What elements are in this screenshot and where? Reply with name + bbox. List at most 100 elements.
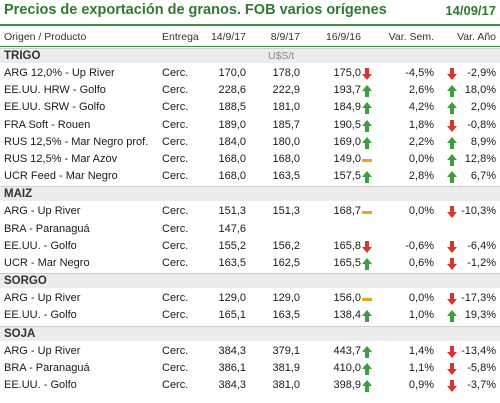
price-14-9-17: 386,1 — [218, 362, 246, 374]
arrow-head — [362, 137, 372, 143]
row-delivery: Cerc. — [162, 345, 189, 357]
yearly-change: -0,8% — [467, 119, 496, 131]
row-origin: BRA - Paranaguá — [4, 223, 90, 235]
price-14-9-17: 170,0 — [218, 67, 246, 79]
arrow-head — [362, 74, 372, 80]
weekly-change: 1,8% — [408, 119, 434, 131]
arrow-down-icon — [447, 241, 457, 253]
arrow-up-icon — [447, 154, 457, 166]
price-16-9-16: 157,5 — [333, 170, 361, 182]
arrow-down-icon — [447, 68, 457, 80]
arrow-head — [362, 85, 372, 91]
price-14-9-17: 168,0 — [218, 170, 246, 182]
weekly-change: 0,0% — [408, 153, 434, 165]
arrow-head — [447, 386, 457, 392]
arrow-down-icon — [447, 363, 457, 375]
arrow-stem — [450, 206, 454, 212]
table-row: RUS 12,5% - Mar Azov Cerc. 168,0 168,0 149,0… — [0, 151, 500, 168]
arrow-head — [447, 264, 457, 270]
price-14-9-17: 155,2 — [218, 240, 246, 252]
weekly-change: 1,1% — [408, 362, 434, 374]
table-row: EE.UU. - Golfo Cerc. 155,2 156,2 165,8 -0,6% -… — [0, 238, 500, 255]
price-8-9-17: 156,2 — [272, 240, 300, 252]
row-delivery: Cerc. — [162, 170, 189, 182]
arrow-head — [362, 102, 372, 108]
arrow-up-icon — [362, 346, 372, 358]
arrow-stem — [365, 143, 369, 149]
arrow-stem — [365, 386, 369, 392]
price-16-9-16: 165,5 — [333, 257, 361, 269]
row-origin: RUS 12,5% - Mar Negro prof. — [4, 136, 149, 148]
yearly-change: -2,9% — [467, 67, 496, 79]
yearly-change: -17,3% — [461, 292, 496, 304]
price-14-9-17: 228,6 — [218, 84, 246, 96]
row-delivery: Cerc. — [162, 257, 189, 269]
price-16-9-16: 165,8 — [333, 240, 361, 252]
header-divider — [0, 46, 500, 47]
row-origin: ARG - Up River — [4, 345, 81, 357]
arrow-up-icon — [362, 310, 372, 322]
price-16-9-16: 168,7 — [333, 205, 361, 217]
yearly-change: -10,3% — [461, 205, 496, 217]
yearly-change: 18,0% — [464, 84, 496, 96]
top-divider — [0, 24, 500, 26]
row-origin: EE.UU. HRW - Golfo — [4, 84, 106, 96]
weekly-change: 1,4% — [408, 345, 434, 357]
price-8-9-17: 168,0 — [272, 153, 300, 165]
arrow-up-icon — [362, 363, 372, 375]
row-delivery: Cerc. — [162, 362, 189, 374]
price-14-9-17: 147,6 — [218, 223, 246, 235]
price-14-9-17: 165,1 — [218, 309, 246, 321]
table-header: Origen / Producto Entrega 14/9/17 8/9/17… — [0, 28, 500, 46]
price-8-9-17: 185,7 — [272, 119, 300, 131]
arrow-head — [447, 85, 457, 91]
price-16-9-16: 193,7 — [333, 84, 361, 96]
table-row: ARG 12,0% - Up River Cerc. 170,0 178,0 175,0… — [0, 65, 500, 82]
arrow-down-icon — [447, 120, 457, 132]
arrow-stem — [365, 68, 369, 74]
price-16-9-16: 443,7 — [333, 345, 361, 357]
section-header: SORGO — [0, 273, 500, 289]
arrow-head — [362, 258, 372, 264]
arrow-head — [447, 369, 457, 375]
flat-trend-icon — [362, 293, 372, 305]
arrow-stem — [450, 293, 454, 299]
arrow-head — [447, 171, 457, 177]
arrow-stem — [365, 91, 369, 97]
arrow-up-icon — [447, 85, 457, 97]
arrow-head — [362, 120, 372, 126]
price-16-9-16: 149,0 — [333, 153, 361, 165]
table-row: UCR - Mar Negro Cerc. 163,5 162,5 165,5 0,6% -… — [0, 255, 500, 272]
page-title: Precios de exportación de granos. FOB va… — [4, 2, 387, 18]
table-row: BRA - Paranaguá Cerc. 147,6 — [0, 221, 500, 238]
row-delivery: Cerc. — [162, 84, 189, 96]
arrow-stem — [365, 126, 369, 132]
price-14-9-17: 189,0 — [218, 119, 246, 131]
arrow-up-icon — [362, 380, 372, 392]
table-row: UCR Feed - Mar Negro Cerc. 168,0 163,5 157,5… — [0, 168, 500, 185]
header-var-sem: Var. Sem. — [388, 31, 434, 43]
table-row: RUS 12,5% - Mar Negro prof. Cerc. 184,0 180… — [0, 134, 500, 151]
price-14-9-17: 384,3 — [218, 345, 246, 357]
row-delivery: Cerc. — [162, 379, 189, 391]
table-row: EE.UU. - Golfo Cerc. 165,1 163,5 138,4 1,0% 19… — [0, 307, 500, 324]
arrow-head — [447, 137, 457, 143]
arrow-stem — [365, 241, 369, 247]
row-delivery: Cerc. — [162, 309, 189, 321]
table-row: EE.UU. HRW - Golfo Cerc. 228,6 222,9 193,7 2,… — [0, 82, 500, 99]
price-8-9-17: 379,1 — [272, 345, 300, 357]
row-delivery: Cerc. — [162, 67, 189, 79]
arrow-head — [447, 212, 457, 218]
table-row: ARG - Up River Cerc. 384,3 379,1 443,7 1,4% -1… — [0, 343, 500, 360]
row-delivery: Cerc. — [162, 101, 189, 113]
arrow-head — [362, 247, 372, 253]
weekly-change: 4,2% — [408, 101, 434, 113]
flat-trend-icon — [362, 154, 372, 166]
arrow-up-icon — [362, 102, 372, 114]
header-col-14-9-17: 14/9/17 — [210, 31, 246, 43]
arrow-head — [447, 247, 457, 253]
header-var-ano: Var. Año — [457, 31, 496, 43]
price-16-9-16: 190,5 — [333, 119, 361, 131]
yearly-change: -6,4% — [467, 240, 496, 252]
